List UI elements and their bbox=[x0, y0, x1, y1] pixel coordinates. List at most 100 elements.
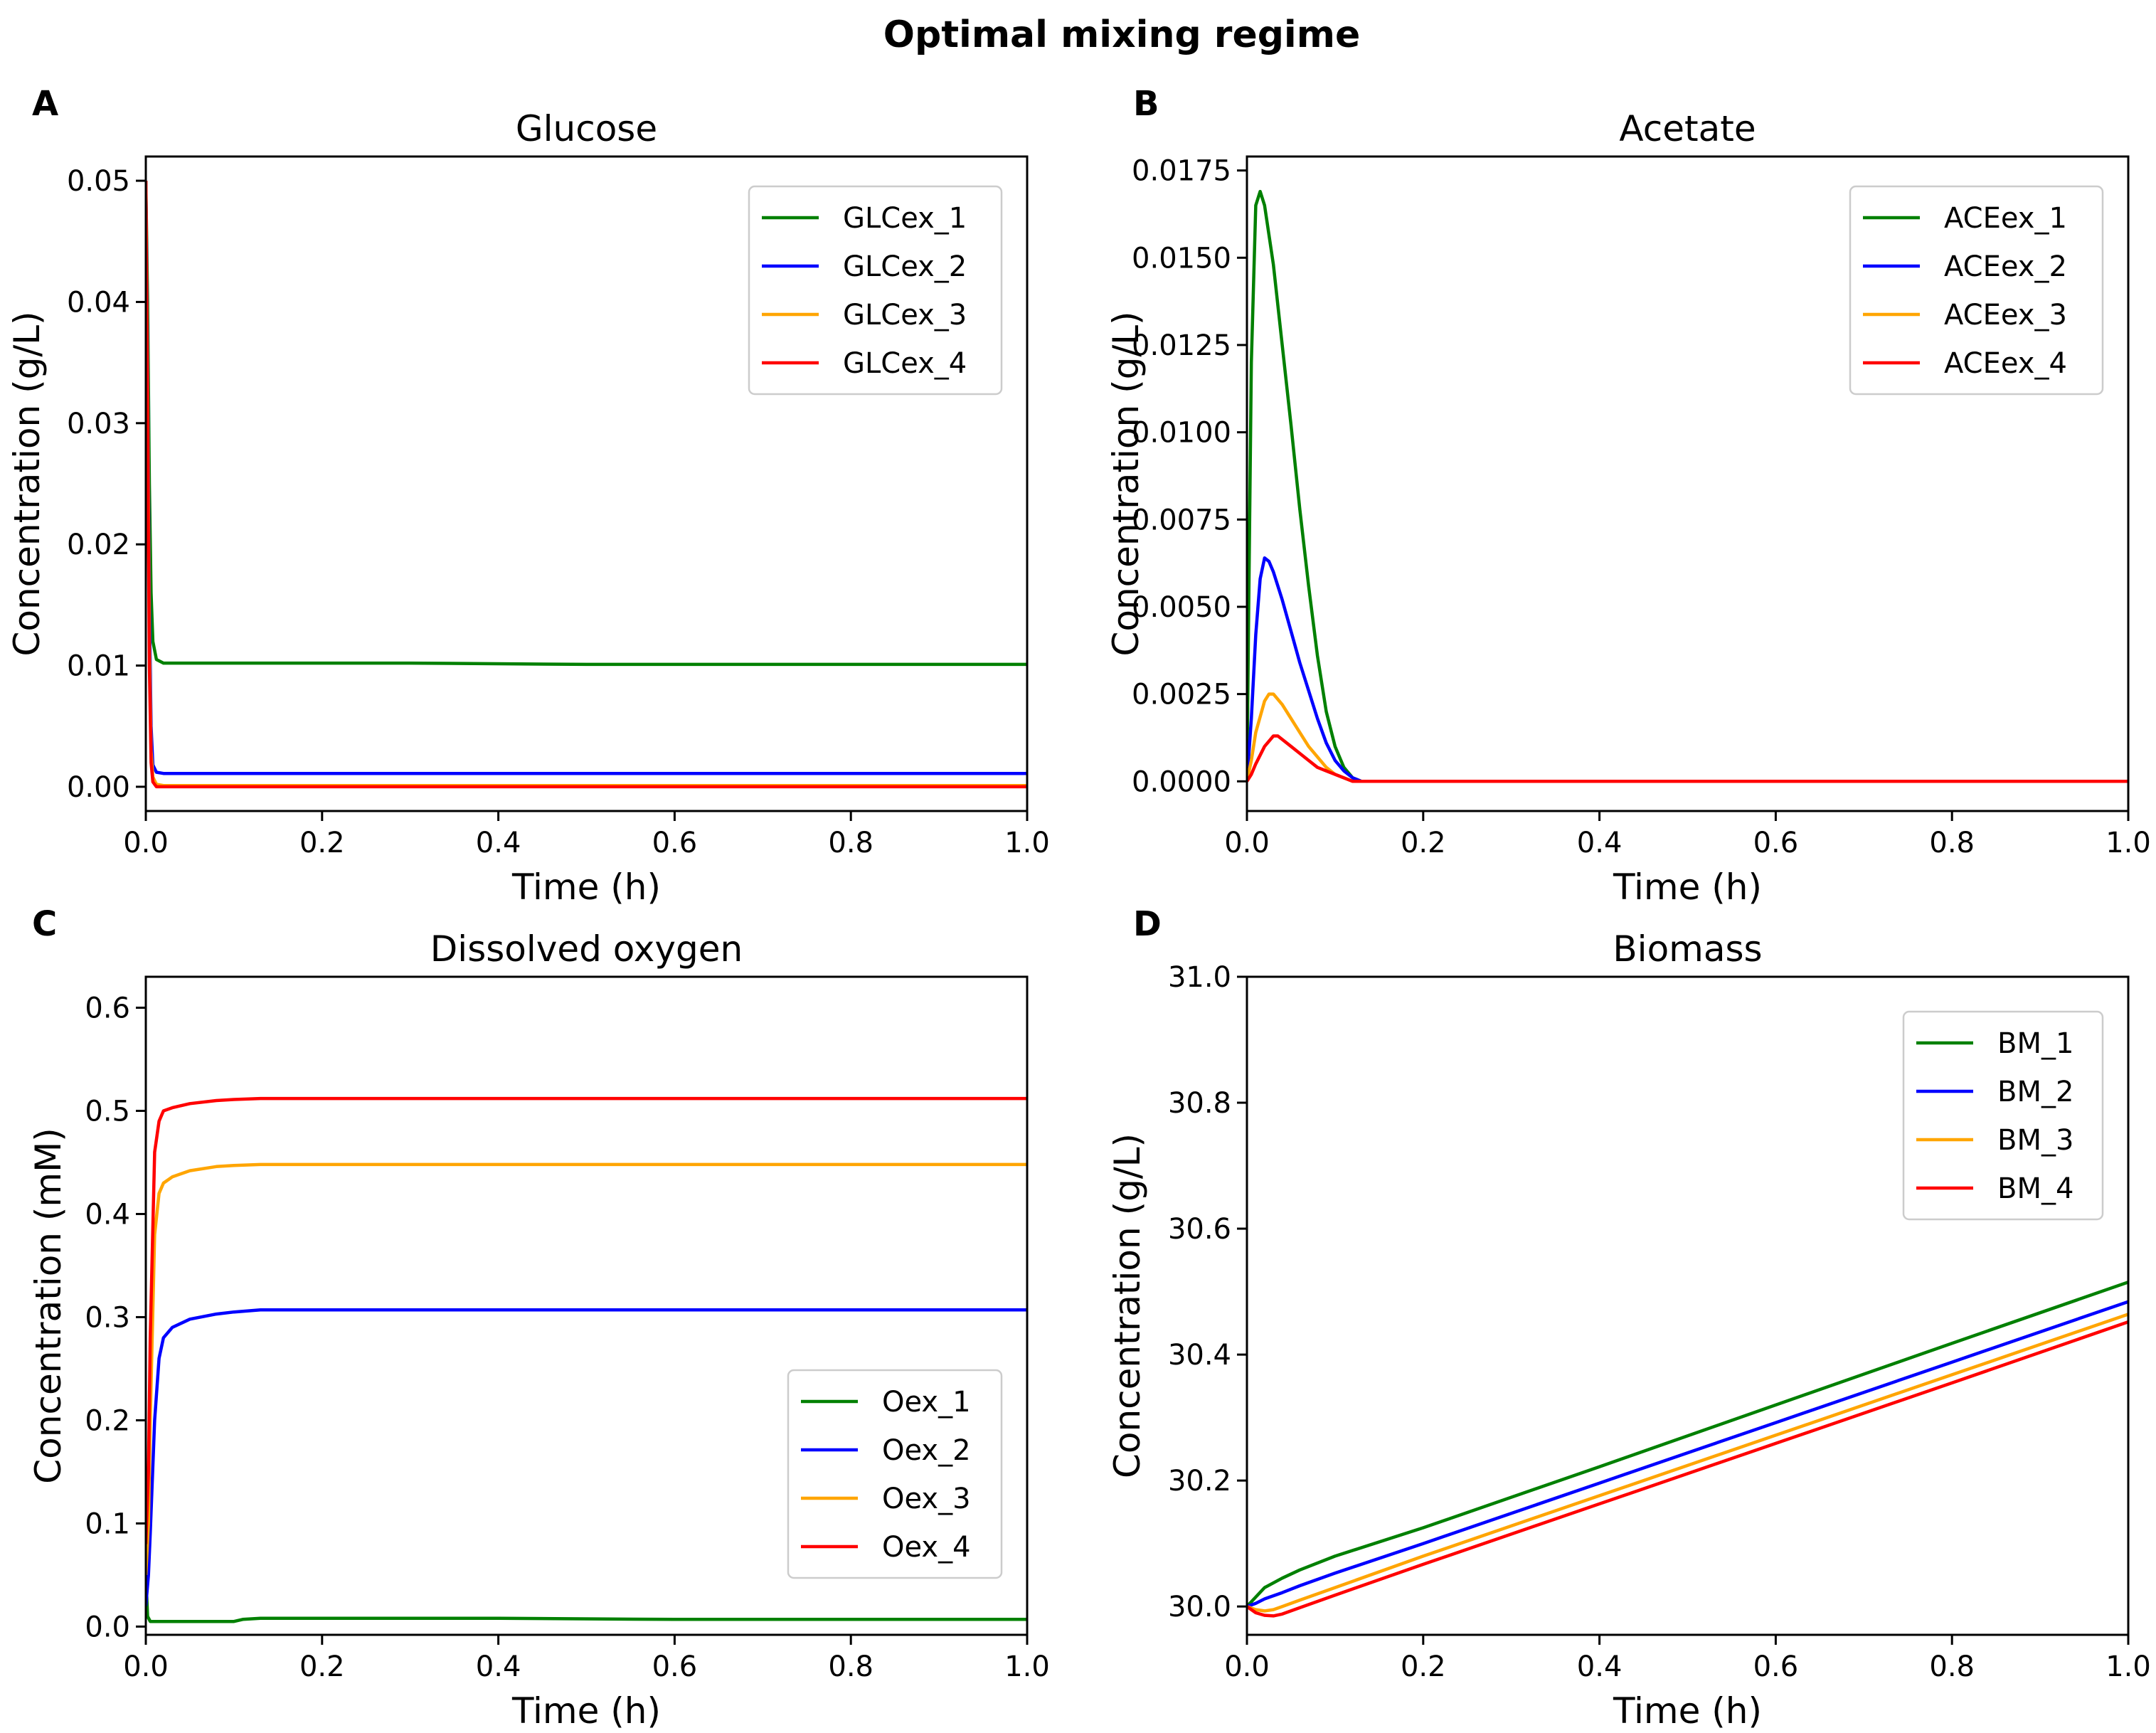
x-axis-label: Time (h) bbox=[511, 1690, 661, 1732]
x-tick-label: 1.0 bbox=[2105, 827, 2151, 859]
x-tick-label: 0.6 bbox=[652, 1650, 698, 1683]
legend: Oex_1 Oex_2 Oex_3 Oex_4 bbox=[787, 1369, 1003, 1579]
x-tick-label: 0.8 bbox=[828, 1650, 873, 1683]
axes-title: Biomass bbox=[1613, 928, 1762, 970]
legend-frame bbox=[748, 185, 1003, 396]
axes-frame bbox=[1246, 975, 2130, 1636]
x-tick-label: 0.8 bbox=[1929, 827, 1975, 859]
x-tick-label: 0.8 bbox=[1929, 1650, 1975, 1683]
y-tick-label: 0.02 bbox=[67, 529, 130, 561]
x-tick-label: 0.0 bbox=[1224, 1650, 1270, 1683]
y-tick-label: 0.2 bbox=[85, 1404, 130, 1437]
legend-label: BM_1 bbox=[1997, 1027, 2073, 1060]
y-tick-label: 0.6 bbox=[85, 992, 130, 1024]
legend-frame bbox=[787, 1369, 1003, 1579]
x-tick-label: 0.2 bbox=[299, 1650, 345, 1683]
axes-title: Glucose bbox=[516, 108, 657, 149]
legend-frame bbox=[1849, 185, 2104, 396]
x-tick-label: 0.0 bbox=[1224, 827, 1270, 859]
axes-frame bbox=[144, 155, 1029, 812]
panel-c: C Dissolved oxygen 0.0 0.2 0.4 0.6 0.8 1.0 0.0 0.… bbox=[28, 904, 1050, 1732]
panel-letter: D bbox=[1133, 904, 1162, 944]
legend: GLCex_1 GLCex_2 GLCex_3 GLCex_4 bbox=[748, 185, 1003, 396]
x-axis-label: Time (h) bbox=[1613, 1690, 1762, 1732]
x-tick-label: 1.0 bbox=[1004, 827, 1050, 859]
x-tick-label: 0.4 bbox=[1577, 827, 1623, 859]
panel-letter: C bbox=[32, 904, 57, 944]
x-tick-label: 0.2 bbox=[1401, 827, 1446, 859]
axes-title: Acetate bbox=[1619, 108, 1756, 149]
series-line-oex-2 bbox=[146, 1308, 1027, 1606]
y-tick-label: 30.6 bbox=[1168, 1213, 1231, 1246]
y-tick-label: 0.3 bbox=[85, 1301, 130, 1334]
x-tick-label: 0.0 bbox=[123, 1650, 169, 1683]
series-line-oex-1 bbox=[146, 1574, 1027, 1623]
series-line-bm-4 bbox=[1247, 1320, 2128, 1618]
legend-label: Oex_3 bbox=[882, 1483, 971, 1515]
legend-label: Oex_2 bbox=[882, 1434, 971, 1467]
series-line-glcex-4 bbox=[146, 181, 1027, 789]
legend-label: GLCex_4 bbox=[843, 347, 967, 380]
x-axis-label: Time (h) bbox=[511, 866, 661, 908]
legend-label: Oex_1 bbox=[882, 1386, 971, 1419]
legend-label: BM_3 bbox=[1997, 1124, 2073, 1157]
legend-label: ACEex_2 bbox=[1944, 250, 2067, 283]
y-tick-label: 0.0150 bbox=[1132, 242, 1231, 275]
figure-suptitle: Optimal mixing regime bbox=[883, 14, 1360, 56]
x-tick-label: 0.2 bbox=[1401, 1650, 1446, 1683]
y-tick-label: 0.00 bbox=[67, 771, 130, 804]
x-tick-label: 0.6 bbox=[652, 827, 698, 859]
x-tick-label: 0.6 bbox=[1753, 827, 1799, 859]
y-tick-label: 30.0 bbox=[1168, 1591, 1231, 1623]
x-tick-label: 0.4 bbox=[476, 827, 521, 859]
series-group bbox=[1247, 189, 2128, 783]
panel-a: A Glucose 0.0 0.2 0.4 0.6 0.8 1.0 0.00 0.01 0.02 0.… bbox=[6, 84, 1050, 908]
panel-d: D Biomass 0.0 0.2 0.4 0.6 0.8 1.0 30.0 30.2 30.4 30… bbox=[1107, 904, 2151, 1732]
y-tick-label: 30.4 bbox=[1168, 1339, 1231, 1372]
panel-letter: A bbox=[32, 84, 58, 124]
y-tick-label: 30.2 bbox=[1168, 1465, 1231, 1498]
legend-label: GLCex_2 bbox=[843, 250, 967, 283]
x-tick-label: 0.6 bbox=[1753, 1650, 1799, 1683]
y-tick-label: 0.04 bbox=[67, 286, 130, 319]
legend-label: GLCex_3 bbox=[843, 299, 967, 332]
series-line-oex-4 bbox=[146, 1096, 1027, 1544]
series-line-bm-2 bbox=[1247, 1300, 2128, 1609]
y-tick-label: 0.0075 bbox=[1132, 504, 1231, 536]
axes-frame bbox=[1246, 155, 2130, 812]
legend: BM_1 BM_2 BM_3 BM_4 bbox=[1902, 1010, 2104, 1221]
x-axis-label: Time (h) bbox=[1613, 866, 1762, 908]
legend-frame bbox=[1902, 1010, 2104, 1221]
x-tick-label: 0.8 bbox=[828, 827, 873, 859]
y-tick-label: 0.0000 bbox=[1132, 765, 1231, 798]
series-line-bm-3 bbox=[1247, 1313, 2128, 1613]
series-line-aceex-3 bbox=[1247, 692, 2128, 783]
legend: ACEex_1 ACEex_2 ACEex_3 ACEex_4 bbox=[1849, 185, 2104, 396]
series-group bbox=[146, 1096, 1027, 1623]
y-axis-label: Concentration (mM) bbox=[28, 1128, 69, 1483]
y-tick-label: 0.0025 bbox=[1132, 679, 1231, 711]
y-tick-label: 0.05 bbox=[67, 165, 130, 198]
x-tick-label: 0.4 bbox=[1577, 1650, 1623, 1683]
y-tick-label: 31.0 bbox=[1168, 961, 1231, 994]
series-line-bm-1 bbox=[1247, 1281, 2128, 1608]
panel-b: B Acetate 0.0 0.2 0.4 0.6 0.8 1.0 0.0000 0.0025 0.… bbox=[1105, 84, 2151, 908]
x-tick-label: 1.0 bbox=[2105, 1650, 2151, 1683]
y-tick-label: 0.4 bbox=[85, 1198, 130, 1231]
series-line-aceex-2 bbox=[1247, 556, 2128, 783]
axes-title: Dissolved oxygen bbox=[430, 928, 743, 970]
legend-label: ACEex_4 bbox=[1944, 347, 2067, 380]
legend-label: ACEex_3 bbox=[1944, 299, 2067, 332]
y-tick-label: 30.8 bbox=[1168, 1087, 1231, 1120]
y-tick-label: 0.0 bbox=[85, 1611, 130, 1643]
y-tick-label: 0.0100 bbox=[1132, 417, 1231, 450]
series-group bbox=[146, 181, 1027, 789]
y-axis-label: Concentration (g/L) bbox=[6, 311, 48, 656]
x-tick-label: 0.2 bbox=[299, 827, 345, 859]
axes-frame bbox=[144, 975, 1029, 1636]
y-axis-label: Concentration (g/L) bbox=[1107, 1133, 1148, 1478]
series-group bbox=[1247, 1281, 2128, 1618]
y-tick-label: 0.1 bbox=[85, 1507, 130, 1540]
y-tick-label: 0.01 bbox=[67, 650, 130, 683]
legend-label: Oex_4 bbox=[882, 1531, 971, 1564]
